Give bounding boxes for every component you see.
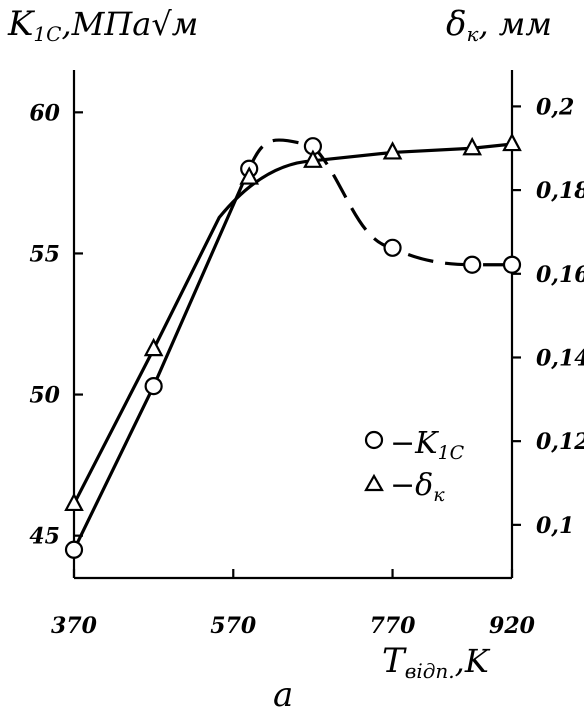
k1c-point — [502, 255, 522, 274]
tick-group: 45 50 55 60 0,1 0,12 0,14 0,16 0,18 0,2 370 570 770 9… — [29, 94, 584, 639]
delta-point — [143, 337, 164, 357]
k1c-point — [64, 540, 84, 559]
left-tick-label: 60 — [29, 100, 60, 126]
legend-triangle-marker — [364, 473, 384, 492]
x-tick-label: 570 — [210, 613, 257, 639]
left-tick-label: 45 — [29, 524, 60, 550]
k1c-point — [383, 238, 402, 257]
right-tick-label: 0,16 — [536, 262, 584, 288]
right-tick-label: 0,14 — [536, 345, 584, 371]
right-tick-label: 0,18 — [536, 178, 584, 204]
delta-point — [462, 136, 483, 156]
delta-point — [64, 492, 84, 512]
legend-circle-marker — [364, 430, 384, 450]
k1c-curve-dashed — [247, 138, 512, 267]
x-tick-label: 370 — [51, 613, 98, 639]
delta-point — [303, 149, 323, 168]
k1c-curve-solid — [72, 168, 251, 551]
k1c-point — [144, 376, 163, 396]
x-tick-label: 770 — [370, 613, 417, 639]
legend: −K1C −δк — [364, 426, 465, 506]
right-tick-label: 0,12 — [536, 429, 584, 455]
x-axis-title: Tвідп.,K — [382, 641, 491, 683]
delta-point — [502, 132, 522, 152]
left-axis-title: K1C,МПа√м — [7, 4, 198, 46]
k1c-point — [463, 255, 482, 274]
legend-item-k1c: −K1C — [390, 426, 465, 464]
figure-caption: а — [273, 675, 293, 715]
left-tick-label: 55 — [29, 241, 60, 267]
left-tick-label: 50 — [29, 383, 60, 409]
right-tick-label: 0,2 — [536, 94, 574, 120]
markers-group — [64, 132, 522, 559]
legend-item-delta: −δк — [390, 468, 445, 506]
delta-point — [239, 166, 260, 185]
curves-group — [72, 138, 513, 551]
right-axis-title: δк, мм — [446, 4, 552, 46]
right-tick-label: 0,1 — [536, 513, 574, 539]
delta-point — [382, 141, 403, 160]
x-tick-label: 920 — [489, 613, 536, 639]
